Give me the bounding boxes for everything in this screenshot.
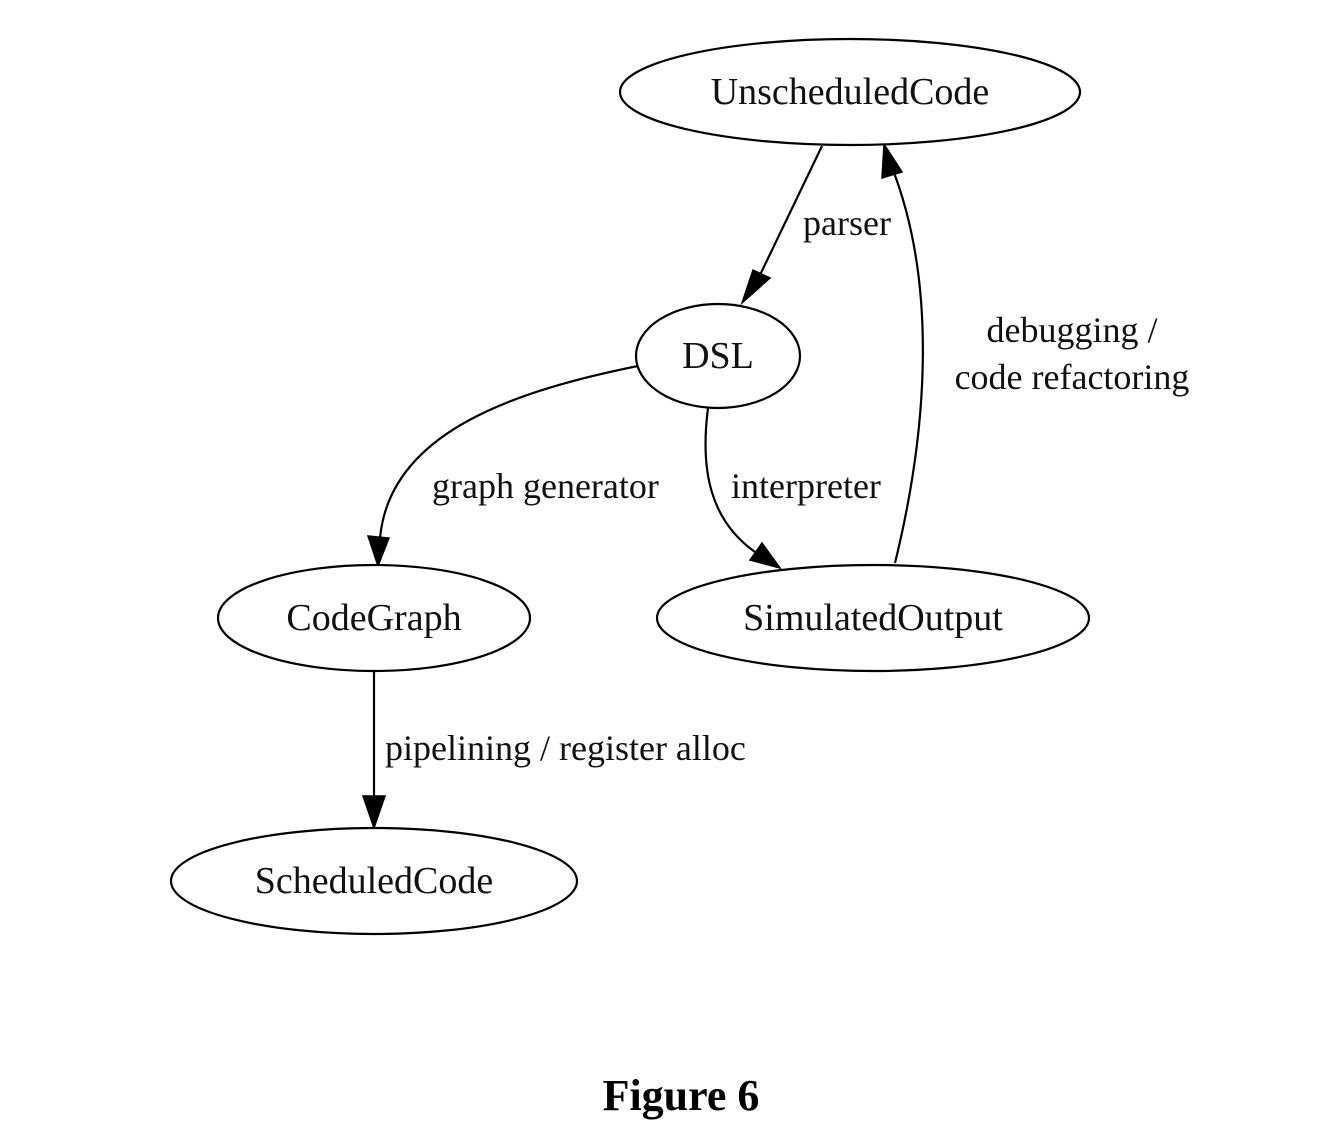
edge-parser-arrow	[740, 268, 772, 306]
edge-label-graph-generator: graph generator	[432, 466, 659, 506]
node-unscheduled-code-label: UnscheduledCode	[711, 71, 990, 113]
edge-label-debugging-line2: code refactoring	[955, 357, 1190, 397]
edge-pipelining	[361, 672, 387, 831]
edge-label-parser: parser	[803, 203, 891, 243]
edge-pipelining-arrow	[361, 795, 387, 831]
edge-parser-line	[759, 145, 823, 276]
node-dsl-label: DSL	[682, 335, 754, 377]
edge-parser	[740, 145, 823, 306]
edge-interpreter-line	[704, 407, 756, 553]
figure-caption: Figure 6	[603, 1071, 760, 1120]
node-code-graph: CodeGraph	[216, 563, 532, 673]
edge-graph-generator-line	[378, 364, 639, 539]
edge-debugging-line	[891, 169, 924, 564]
edge-debugging	[881, 141, 924, 564]
edge-interpreter	[704, 407, 782, 570]
node-unscheduled-code: UnscheduledCode	[618, 37, 1082, 147]
edge-graph-generator	[366, 364, 639, 569]
edge-interpreter-arrow	[748, 541, 782, 570]
node-dsl: DSL	[634, 302, 802, 410]
node-code-graph-label: CodeGraph	[286, 597, 461, 639]
node-simulated-output-label: SimulatedOutput	[743, 597, 1003, 639]
edge-graph-generator-arrow	[366, 535, 391, 569]
node-scheduled-code: ScheduledCode	[169, 826, 579, 936]
node-scheduled-code-label: ScheduledCode	[255, 860, 494, 902]
edge-label-pipelining: pipelining / register alloc	[385, 728, 746, 768]
edge-debugging-arrow	[881, 141, 904, 180]
node-simulated-output: SimulatedOutput	[655, 563, 1091, 673]
edge-label-debugging-line1: debugging /	[987, 310, 1158, 350]
edge-label-interpreter: interpreter	[731, 466, 881, 506]
